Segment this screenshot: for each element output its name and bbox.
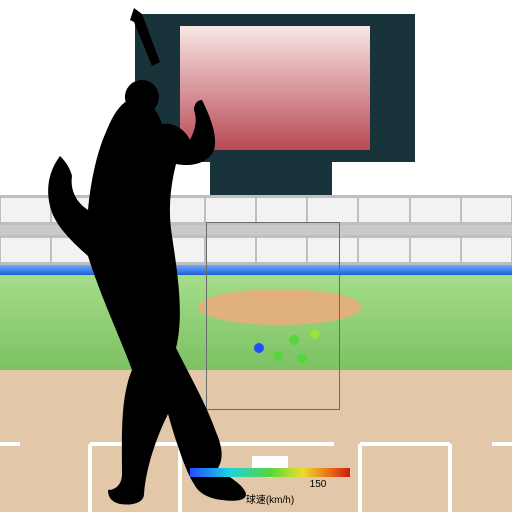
legend-label: 球速(km/h) [246,491,294,506]
legend-tick-1: 150 [310,479,327,490]
legend-tick-0: 100 [214,479,231,490]
pitch-chart: 100 150 球速(km/h) [0,0,512,512]
batter-silhouette [0,0,512,512]
legend-gradient [190,468,350,477]
